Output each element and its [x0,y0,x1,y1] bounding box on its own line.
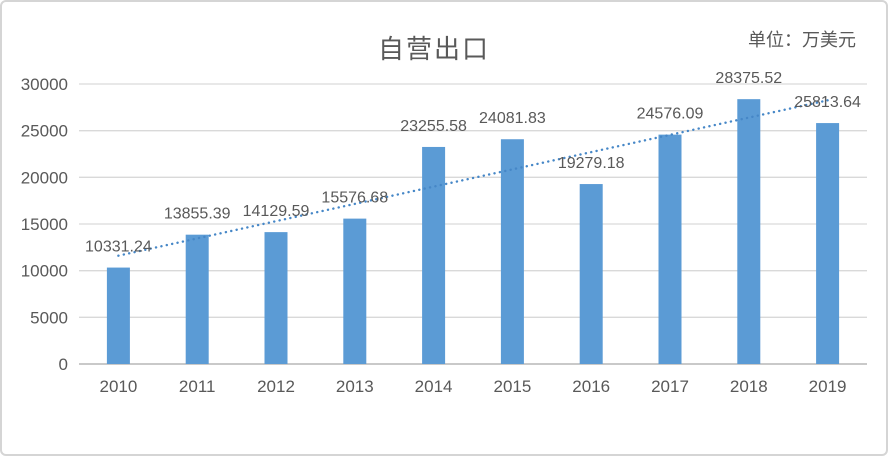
data-label: 25813.64 [794,94,861,111]
unit-label: 单位：万美元 [748,30,856,50]
data-label: 28375.52 [715,70,782,87]
x-tick-label: 2012 [257,377,295,396]
bar [737,99,761,365]
bar [579,184,603,364]
data-label: 23255.58 [400,118,467,135]
x-tick-label: 2019 [809,377,847,396]
bar [816,123,840,364]
data-label: 19279.18 [558,155,625,172]
y-tick-label: 5000 [30,308,68,327]
chart-title: 自营出口 [377,34,491,64]
x-tick-label: 2011 [179,377,216,396]
data-label: 10331.24 [85,239,152,256]
bar [264,232,288,364]
bar [422,146,446,364]
bar [658,134,682,364]
y-tick-label: 20000 [21,168,68,187]
y-tick-label: 15000 [21,215,68,234]
y-tick-label: 0 [59,355,68,374]
x-tick-label: 2014 [415,377,453,396]
bar [343,218,367,364]
x-tick-label: 2015 [493,377,531,396]
x-tick-label: 2017 [651,377,689,396]
y-tick-label: 25000 [21,122,68,141]
x-tick-label: 2016 [572,377,610,396]
bar [185,234,209,364]
x-tick-label: 2013 [336,377,374,396]
x-tick-label: 2010 [99,377,137,396]
data-label: 24081.83 [479,110,546,127]
x-tick-label: 2018 [730,377,768,396]
bar [106,267,130,364]
trendline [117,99,829,257]
data-label: 24576.09 [637,106,704,123]
data-label: 15576.68 [321,190,388,207]
y-tick-label: 30000 [21,75,68,94]
y-tick-label: 10000 [21,262,68,281]
data-label: 14129.59 [243,203,310,220]
bar [500,139,524,364]
data-label: 13855.39 [164,206,231,223]
